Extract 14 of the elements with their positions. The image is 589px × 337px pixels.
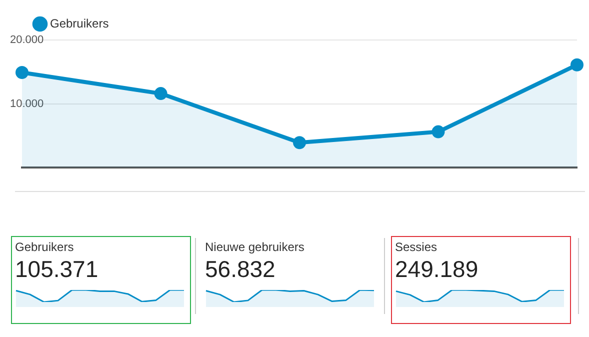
chart-title: Nieuwe gebruikers xyxy=(205,240,306,254)
chart-subtitle: 249.189 xyxy=(395,256,480,283)
y-tick-label: 10.000 xyxy=(10,98,44,110)
point xyxy=(432,125,445,138)
point xyxy=(16,66,28,80)
chart-title: Sessies xyxy=(395,240,438,254)
point xyxy=(154,87,168,100)
legend-label: Gebruikers xyxy=(50,16,109,30)
chart-subtitle: 56.832 xyxy=(205,256,276,283)
chart-subtitle: 105.371 xyxy=(15,256,100,283)
chart-title: Gebruikers xyxy=(15,240,75,254)
point xyxy=(293,136,306,150)
y-tick-label: 20.000 xyxy=(10,34,44,46)
point xyxy=(570,58,584,72)
